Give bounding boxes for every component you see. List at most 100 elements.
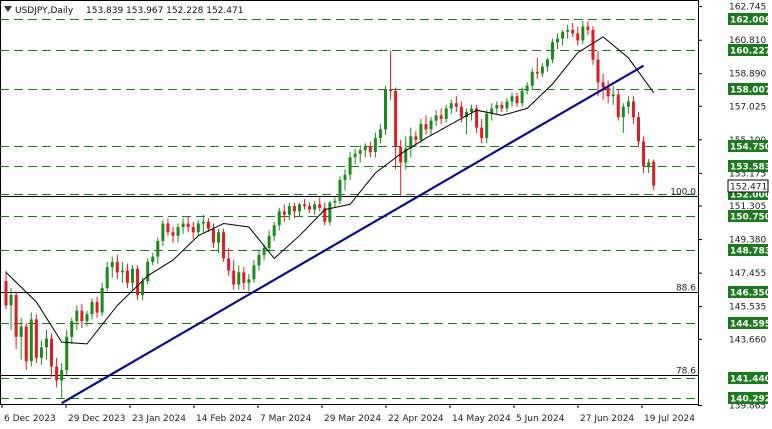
candle-body-21 xyxy=(110,261,114,268)
candle-body-6 xyxy=(34,319,38,358)
candle-body-68 xyxy=(348,157,352,175)
candle-body-39 xyxy=(201,221,205,224)
candle-body-27 xyxy=(141,281,145,296)
level-tag-3 xyxy=(728,140,768,152)
candle-body-7 xyxy=(39,347,43,358)
level-tag-4 xyxy=(728,160,768,172)
level-tag-1 xyxy=(728,44,768,56)
y-tick-label-1: 160.810 xyxy=(729,36,766,46)
candle-body-53 xyxy=(272,225,276,236)
candle-body-64 xyxy=(328,202,332,222)
candle-body-58 xyxy=(297,204,301,212)
y-tick-label-9: 145.535 xyxy=(729,303,766,313)
candle-body-112 xyxy=(571,29,575,34)
candle-body-114 xyxy=(581,26,585,41)
candle-body-108 xyxy=(550,42,554,60)
candle-body-127 xyxy=(647,162,651,166)
x-tick-label-2: 23 Jan 2024 xyxy=(132,414,186,424)
candle-body-13 xyxy=(70,321,74,337)
candle-body-65 xyxy=(333,200,337,203)
candle-body-95 xyxy=(485,113,489,139)
candle-body-16 xyxy=(85,314,89,322)
candle-body-51 xyxy=(262,247,266,255)
candle-body-44 xyxy=(227,258,231,271)
candle-body-30 xyxy=(156,240,160,257)
candle-body-104 xyxy=(530,71,534,86)
level-tag-label-7: 148.783 xyxy=(730,247,771,257)
candle-body-23 xyxy=(120,270,124,273)
candle-body-52 xyxy=(267,235,271,248)
candle-body-106 xyxy=(540,66,544,74)
level-tag-2 xyxy=(728,83,768,95)
level-tags: 162.006 160.227 158.007 154.750 153.583 152.0… xyxy=(727,13,771,405)
x-tick-label-3: 14 Feb 2024 xyxy=(196,414,252,424)
candle-body-29 xyxy=(151,256,155,262)
candle-body-96 xyxy=(490,108,494,114)
candle-body-94 xyxy=(480,127,484,139)
candle-body-77 xyxy=(394,90,398,147)
candle-body-8 xyxy=(44,338,48,348)
y-tick-label-8: 147.455 xyxy=(729,269,766,279)
x-tick-label-7: 14 May 2024 xyxy=(452,414,511,424)
candle-body-79 xyxy=(404,148,408,163)
candle-body-3 xyxy=(19,326,23,337)
level-tag-0 xyxy=(728,13,768,25)
candle-body-40 xyxy=(206,221,210,229)
candle-body-90 xyxy=(459,106,463,118)
candle-body-123 xyxy=(626,101,630,107)
symbol-label: USDJPY,Daily xyxy=(15,6,74,16)
ohlc-label: 153.839 153.967 152.228 152.471 xyxy=(86,6,243,16)
candle-body-55 xyxy=(282,211,286,215)
candle-body-113 xyxy=(576,33,580,41)
y-tick-label-5: 153.175 xyxy=(729,169,766,179)
level-tag-label-0: 162.006 xyxy=(730,16,771,26)
candle-body-47 xyxy=(242,272,246,283)
candle-body-73 xyxy=(373,138,377,153)
level-tag-6 xyxy=(728,210,768,222)
candle-body-48 xyxy=(247,279,251,283)
level-tag-label-6: 150.750 xyxy=(730,213,771,223)
candle-body-9 xyxy=(50,338,54,367)
candle-body-72 xyxy=(368,146,372,153)
candle-body-50 xyxy=(257,254,261,266)
candle-body-38 xyxy=(196,223,200,233)
candle-body-103 xyxy=(525,85,529,91)
candle-body-10 xyxy=(55,366,59,381)
y-tick-label-7: 149.380 xyxy=(729,236,766,246)
candle-body-122 xyxy=(621,106,625,118)
candle-body-120 xyxy=(611,94,615,97)
y-tick-label-11: 139.865 xyxy=(729,402,766,412)
level-tag-10 xyxy=(728,372,768,384)
level-tag-7 xyxy=(728,244,768,256)
candle-body-128 xyxy=(652,161,656,186)
candle-body-87 xyxy=(444,108,448,119)
moving-average xyxy=(5,36,655,345)
x-tick-label-0: 6 Dec 2023 xyxy=(4,414,56,424)
candle-body-33 xyxy=(171,232,175,236)
plot-frame xyxy=(0,0,699,405)
candle-body-81 xyxy=(414,136,418,140)
candle-body-75 xyxy=(384,89,387,130)
fib-label-0: 100.0 xyxy=(670,188,696,198)
candle-body-105 xyxy=(535,71,539,74)
candle-body-57 xyxy=(292,206,296,212)
candle-body-74 xyxy=(378,129,382,139)
candle-body-61 xyxy=(313,204,317,210)
candle-body-22 xyxy=(115,261,119,273)
candle-body-126 xyxy=(642,141,646,166)
candle-body-92 xyxy=(470,108,474,112)
candle-body-93 xyxy=(475,108,479,128)
candle-body-63 xyxy=(323,207,327,222)
x-tick-label-6: 22 Apr 2024 xyxy=(388,414,444,424)
candle-body-32 xyxy=(166,223,170,233)
candle-body-60 xyxy=(308,206,312,210)
y-tick-label-10: 143.660 xyxy=(729,335,766,345)
candle-body-66 xyxy=(338,179,342,201)
candle-body-43 xyxy=(222,232,226,259)
candle-body-80 xyxy=(409,136,413,149)
y-tick-label-6: 151.305 xyxy=(729,202,766,212)
fibonacci-lines: 100.0 88.6 78.6 xyxy=(0,188,698,377)
candle-body-89 xyxy=(454,103,458,107)
level-tag-label-9: 144.595 xyxy=(730,320,771,330)
